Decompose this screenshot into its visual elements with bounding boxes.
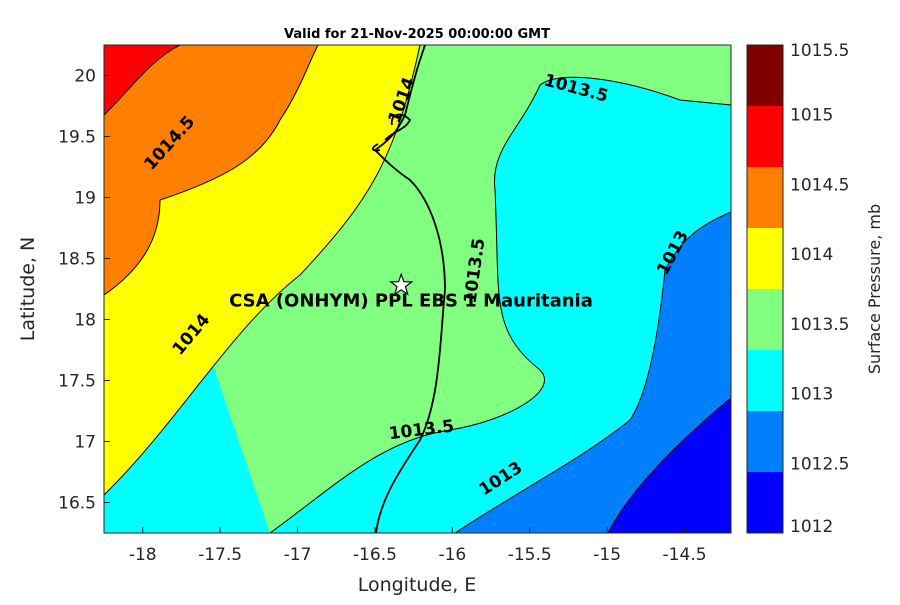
y-tick-label: 19.5 [58,128,96,148]
colorbar-tick-label: 1012 [790,517,833,537]
y-tick-label: 18 [74,311,96,331]
x-axis-label: Longitude, E [358,574,477,596]
figure-title: Valid for 21-Nov-2025 00:00:00 GMT [284,27,550,42]
band-1012-1012.5 [608,398,731,533]
y-tick-label: 17 [74,433,96,453]
band-1015-1015.5 [104,45,180,115]
x-tick-label: -16 [438,545,466,565]
station-star-icon [389,272,414,296]
y-tick-label: 16.5 [58,494,96,514]
colorbar-tick-label: 1013 [790,385,833,405]
x-tick-label: -15.5 [508,545,552,565]
y-tick-label: 17.5 [58,372,96,392]
colorbar-tick-label: 1015.5 [790,41,849,61]
band-1014.5-1015 [104,45,318,295]
colorbar-band [747,350,783,411]
band-1012.5-1013 [455,212,731,533]
map-frame [103,44,732,534]
x-tick-label: -17.5 [198,545,242,565]
x-axis-ticks: -18 -17.5 -17 -16.5 -16 -15.5 -15 -14.5 [129,527,707,565]
station-layer: CSA (ONHYM) PPL EBS 1 Mauritania [229,272,593,311]
y-tick-label: 18.5 [58,250,96,270]
x-tick-label: -18 [129,545,157,565]
colorbar-band [747,289,783,350]
colorbar-band [747,106,783,167]
contour-lines [104,45,731,533]
x-tick-label: -14.5 [663,545,707,565]
colorbar-band [747,45,783,106]
colorbar-frame [746,44,784,534]
map-axes: 1014.5101410141013.51013.51013.510131013… [58,44,732,565]
colorbar: 1012 1012.5 1013 1013.5 1014 1014.5 1015 1015.5 [746,41,849,537]
station-label: CSA (ONHYM) PPL EBS 1 Mauritania [229,290,593,311]
x-tick-label: -16.5 [353,545,397,565]
y-axis-label: Latitude, N [17,237,39,342]
x-tick-label: -17 [284,545,312,565]
colorbar-tick-label: 1015 [790,106,833,126]
y-axis-ticks: 16.5 17 17.5 18 18.5 19 19.5 20 [58,67,110,514]
colorbar-band [747,228,783,289]
coastline-border [372,45,446,533]
colorbar-tick-label: 1012.5 [790,454,849,474]
x-tick-label: -15 [593,545,621,565]
colorbar-tick-label: 1013.5 [790,315,849,335]
y-tick-label: 19 [74,189,96,209]
filled-contours [104,45,731,533]
y-tick-label: 20 [74,67,96,87]
colorbar-tick-label: 1014 [790,245,833,265]
colorbar-tick-label: 1014.5 [790,175,849,195]
colorbar-band [747,472,783,533]
colorbar-band [747,411,783,472]
colorbar-label: Surface Pressure, mb [865,204,884,374]
colorbar-band [747,167,783,228]
